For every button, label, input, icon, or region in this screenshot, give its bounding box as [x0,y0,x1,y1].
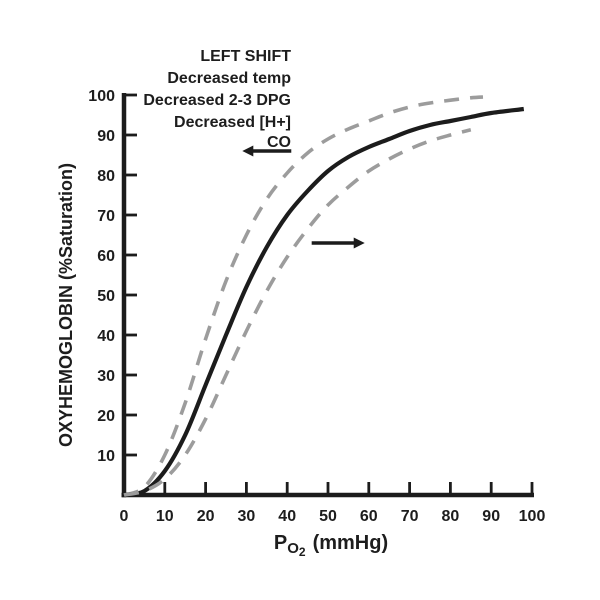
x-tick-label-100: 100 [519,508,546,525]
annotation-line-temp: Decreased temp [167,70,291,87]
y-tick-label-100: 100 [88,88,115,105]
y-tick-label-20: 20 [97,408,115,425]
y-tick-label-30: 30 [97,368,115,385]
annotation-line-co: CO [267,134,291,151]
x-tick-label-20: 20 [197,508,215,525]
annotation-title: LEFT SHIFT [200,48,291,65]
y-tick-label-50: 50 [97,288,115,305]
annotation-line-dpg: Decreased 2-3 DPG [143,92,291,109]
normal-curve [123,106,525,498]
x-axis-title: PO2 (mmHg) [274,532,388,559]
x-tick-label-50: 50 [319,508,337,525]
y-tick-label-80: 80 [97,168,115,185]
x-tick-label-30: 30 [238,508,256,525]
left-shifted-curve [123,95,484,497]
y-axis-title: OXYHEMOGLOBIN (%Saturation) [56,163,76,447]
x-tick-label-80: 80 [442,508,460,525]
x-tick-label-40: 40 [278,508,296,525]
y-tick-label-40: 40 [97,328,115,345]
left-shift-annotation-block: LEFT SHIFT Decreased temp Decreased 2-3 … [143,46,291,151]
y-tick-label-60: 60 [97,248,115,265]
x-tick-label-70: 70 [401,508,419,525]
x-tick-label-90: 90 [482,508,500,525]
annotation-line-hplus: Decreased [H+] [174,114,291,131]
left-shift-arrow-head-icon [242,145,254,157]
x-tick-label-0: 0 [120,508,129,525]
x-tick-label-10: 10 [156,508,174,525]
y-tick-label-10: 10 [97,448,115,465]
y-tick-label-70: 70 [97,208,115,225]
right-shifted-curve [123,128,472,497]
x-tick-label-60: 60 [360,508,378,525]
y-tick-label-90: 90 [97,128,115,145]
right-shift-arrow-head-icon [353,237,365,249]
